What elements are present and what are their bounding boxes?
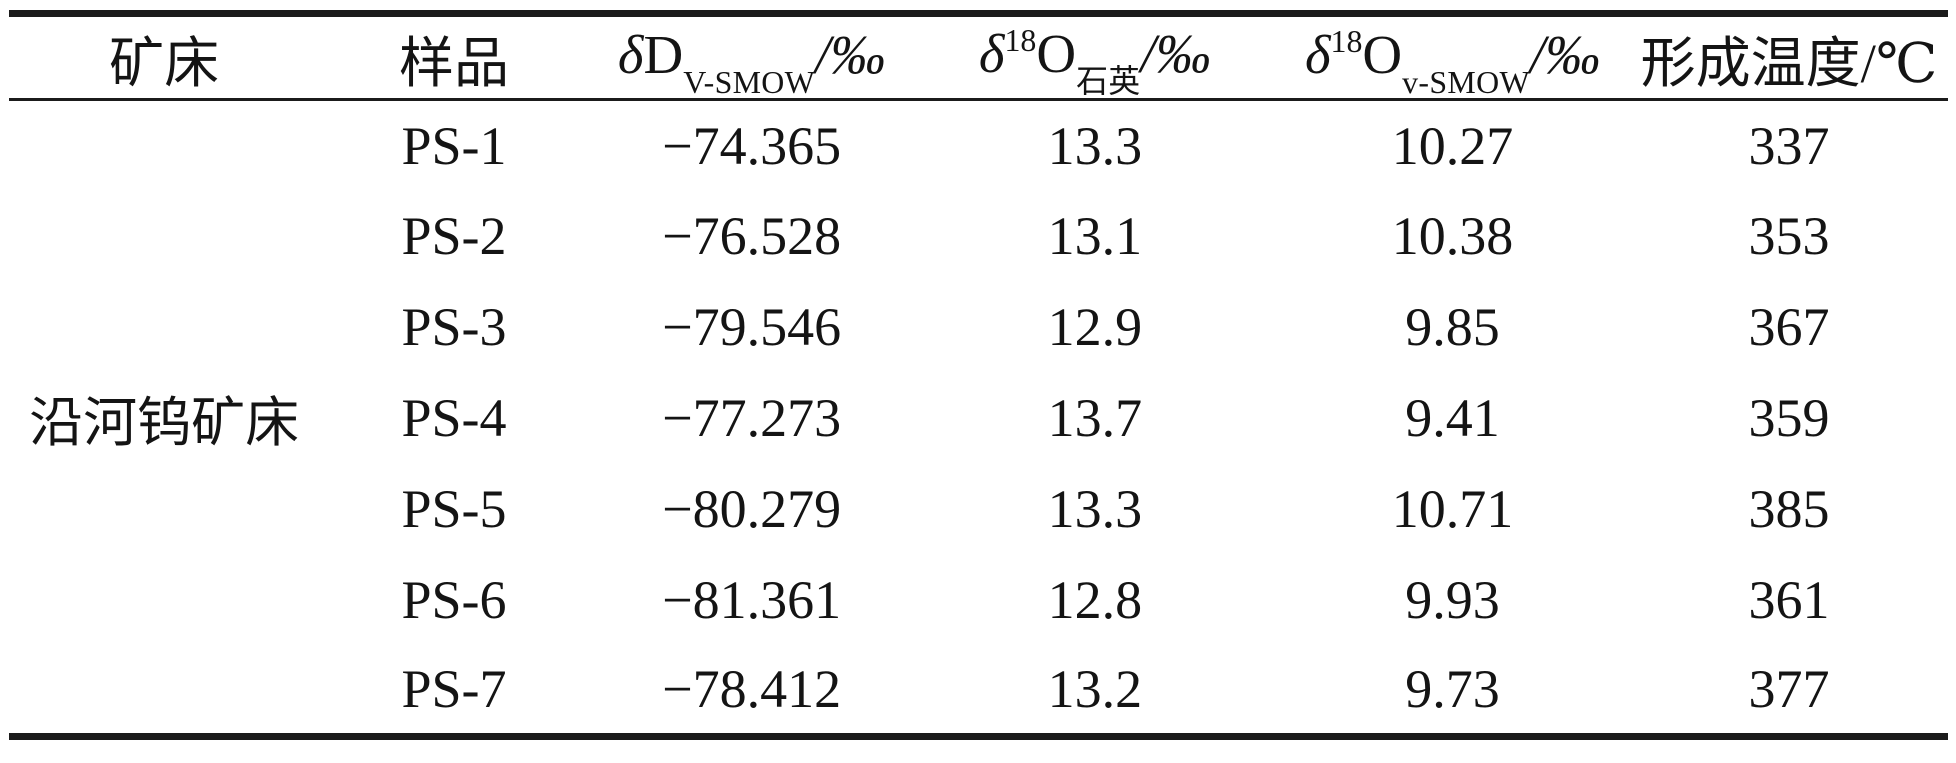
cell-sample: PS-5	[401, 479, 507, 539]
element-D: D	[643, 23, 684, 85]
header-deposit: 矿床	[9, 13, 320, 101]
cell-d18O-vsmow: 9.73	[1405, 659, 1500, 720]
header-d18O-quartz: δ18O石英/‰	[914, 13, 1276, 101]
cell-dD: −79.546	[662, 297, 842, 357]
table-row: PS-5 −80.279 13.3 10.71 385	[9, 464, 1948, 555]
cell-d18O-vsmow: 9.41	[1405, 388, 1500, 448]
cell-sample: PS-6	[401, 570, 507, 630]
cell-d18O-quartz: 13.7	[1047, 388, 1143, 448]
header-row: 矿床 样品 δDV-SMOW/‰ δ18O石英/‰ δ18Ov-SMOW/‰ 形…	[9, 13, 1948, 101]
cell-sample: PS-7	[401, 659, 507, 720]
element-O: O	[1362, 23, 1403, 85]
header-d18O-vsmow: δ18Ov-SMOW/‰	[1275, 13, 1630, 101]
cell-d18O-vsmow: 10.71	[1391, 479, 1514, 539]
table-row: PS-2 −76.528 13.1 10.38 353	[9, 191, 1948, 282]
table-row: 沿河钨矿床 PS-1 −74.365 13.3 10.27 337	[9, 100, 1948, 453]
permil-unit: /‰	[1140, 22, 1211, 84]
header-sample: 样品	[319, 13, 589, 101]
cell-dD: −77.273	[662, 388, 842, 448]
delta-symbol: δ	[617, 23, 644, 85]
cell-temperature: 337	[1748, 115, 1830, 176]
table-body: 沿河钨矿床 PS-1 −74.365 13.3 10.27 337 PS-2 −…	[9, 100, 1948, 737]
cell-d18O-quartz: 13.3	[1047, 479, 1143, 539]
cell-dD: −81.361	[662, 570, 842, 630]
cell-dD: −80.279	[662, 479, 842, 539]
cell-d18O-quartz: 13.2	[1047, 659, 1143, 720]
cell-d18O-vsmow: 9.85	[1405, 297, 1500, 357]
cell-dD: −76.528	[662, 206, 842, 266]
cell-dD: −74.365	[662, 115, 842, 176]
cell-temperature: 385	[1748, 479, 1830, 539]
subscript-quartz: 石英	[1076, 64, 1141, 100]
element-O: O	[1036, 22, 1077, 84]
cell-temperature: 353	[1748, 206, 1830, 266]
cell-d18O-quartz: 13.3	[1047, 115, 1143, 176]
subscript-v-smow: V-SMOW	[683, 65, 816, 101]
cell-deposit-name: 沿河钨矿床	[29, 392, 300, 453]
table-row: PS-6 −81.361 12.8 9.93 361	[9, 555, 1948, 646]
delta-symbol: δ	[1304, 23, 1331, 85]
cell-temperature: 361	[1748, 570, 1830, 630]
cell-sample: PS-3	[401, 297, 507, 357]
delta-symbol: δ	[978, 22, 1005, 84]
cell-sample: PS-2	[401, 206, 507, 266]
header-formation-temperature: 形成温度/℃	[1629, 13, 1948, 101]
cell-temperature: 359	[1748, 388, 1830, 448]
permil-unit: /‰	[1529, 23, 1601, 85]
cell-temperature: 367	[1748, 297, 1830, 357]
cell-sample: PS-4	[401, 388, 507, 448]
table-row: PS-3 −79.546 12.9 9.85 367	[9, 282, 1948, 373]
table-row: PS-4 −77.273 13.7 9.41 359	[9, 373, 1948, 464]
table-row: PS-7 −78.412 13.2 9.73 377	[9, 646, 1948, 737]
cell-dD: −78.412	[662, 659, 842, 720]
cell-d18O-quartz: 12.9	[1047, 297, 1143, 357]
cell-d18O-vsmow: 10.27	[1391, 115, 1514, 176]
cell-d18O-vsmow: 10.38	[1391, 206, 1514, 266]
header-dD-vsmow: δDV-SMOW/‰	[588, 13, 915, 101]
cell-sample: PS-1	[401, 115, 507, 176]
cell-d18O-quartz: 12.8	[1047, 570, 1143, 630]
cell-d18O-vsmow: 9.93	[1405, 570, 1500, 630]
cell-temperature: 377	[1748, 659, 1830, 720]
permil-unit: /‰	[815, 23, 886, 85]
superscript-18: 18	[1330, 23, 1363, 59]
subscript-v-smow: v-SMOW	[1402, 65, 1530, 101]
superscript-18: 18	[1004, 22, 1037, 58]
isotope-data-table: 矿床 样品 δDV-SMOW/‰ δ18O石英/‰ δ18Ov-SMOW/‰ 形…	[9, 10, 1948, 740]
table-header: 矿床 样品 δDV-SMOW/‰ δ18O石英/‰ δ18Ov-SMOW/‰ 形…	[9, 13, 1948, 101]
cell-d18O-quartz: 13.1	[1047, 206, 1143, 266]
